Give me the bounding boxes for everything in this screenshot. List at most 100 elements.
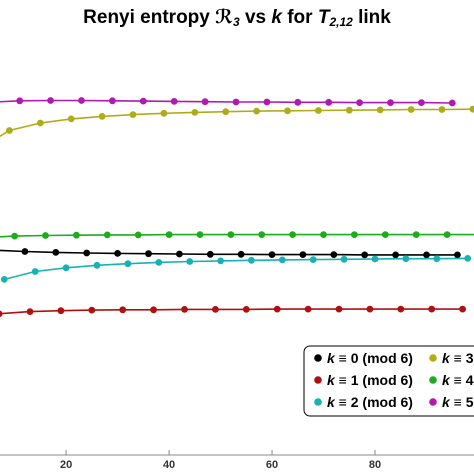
- data-point: [73, 231, 80, 239]
- data-point: [155, 259, 163, 266]
- legend-item: k ≡ 2 (mod 6): [314, 394, 413, 410]
- data-point: [448, 99, 456, 107]
- data-point: [67, 115, 75, 123]
- data-point: [469, 105, 474, 113]
- x-tick-label: 80: [369, 459, 381, 471]
- series-line: [0, 108, 473, 138]
- legend-marker: [429, 376, 437, 384]
- legend-label: k ≡ 0 (mod 6): [327, 350, 413, 366]
- data-point: [119, 306, 127, 314]
- data-point: [212, 306, 219, 313]
- data-point: [26, 308, 34, 315]
- series-2: [0, 255, 472, 283]
- data-point: [294, 98, 302, 106]
- data-point: [423, 251, 430, 259]
- data-point: [160, 109, 168, 117]
- data-point: [387, 99, 394, 106]
- data-point: [201, 98, 209, 106]
- data-point: [299, 251, 307, 258]
- series-line: [4, 257, 468, 281]
- data-point: [47, 97, 54, 104]
- data-point: [206, 250, 214, 258]
- x-tick-layer: 20 40 60 80: [60, 450, 381, 471]
- data-point: [335, 305, 343, 313]
- series-line: [0, 308, 463, 315]
- legend-marker: [429, 398, 437, 406]
- data-point: [454, 251, 461, 259]
- series-5: [0, 97, 456, 107]
- data-point: [464, 255, 472, 262]
- data-point: [88, 306, 96, 314]
- data-point: [263, 98, 271, 106]
- data-point: [0, 276, 8, 283]
- data-point: [191, 109, 199, 116]
- data-point: [418, 99, 425, 106]
- data-point: [134, 231, 142, 239]
- data-point: [114, 250, 121, 257]
- series-line: [0, 99, 453, 104]
- legend-label: k ≡ 1 (mod 6): [327, 372, 413, 388]
- chart-title: Renyi entropy ℛ3 vs k for T2,12 link: [83, 7, 391, 29]
- data-point: [5, 127, 13, 134]
- legend-marker: [314, 354, 322, 362]
- data-point: [83, 249, 91, 257]
- data-point: [351, 231, 358, 239]
- data-point: [309, 256, 317, 263]
- x-tick-label: 60: [266, 459, 278, 471]
- data-point: [78, 97, 85, 104]
- data-point: [361, 251, 369, 259]
- data-point: [0, 310, 3, 318]
- data-point: [407, 106, 415, 113]
- data-point: [150, 306, 158, 314]
- data-point: [98, 113, 106, 120]
- data-point: [315, 107, 322, 114]
- data-point: [320, 231, 327, 239]
- data-point: [412, 231, 420, 239]
- data-point: [371, 255, 379, 263]
- legend-box: [303, 345, 474, 417]
- data-point: [165, 231, 173, 239]
- legend-label: k ≡ 5: [442, 394, 474, 410]
- data-point: [289, 231, 296, 239]
- data-point: [227, 231, 235, 239]
- legend-label: k ≡ 4: [442, 372, 474, 388]
- legend-label: k ≡ 3: [442, 350, 474, 366]
- data-point: [42, 232, 49, 239]
- data-point: [248, 256, 255, 264]
- data-point: [170, 98, 178, 105]
- series-3: [0, 105, 474, 138]
- data-point: [402, 255, 410, 263]
- data-point: [129, 111, 137, 118]
- data-point: [284, 107, 291, 115]
- legend-marker: [314, 398, 322, 406]
- legend-marker: [429, 354, 437, 362]
- legend-item: k ≡ 0 (mod 6): [314, 350, 413, 366]
- series-layer: [0, 97, 474, 318]
- data-point: [258, 231, 266, 239]
- series-0: [0, 248, 461, 259]
- data-point: [93, 261, 101, 269]
- data-point: [392, 251, 399, 259]
- legend-item: k ≡ 5: [429, 394, 474, 410]
- legend-label: k ≡ 2 (mod 6): [327, 394, 413, 410]
- data-point: [237, 250, 245, 258]
- data-point: [31, 268, 39, 275]
- x-tick-label: 40: [163, 459, 175, 471]
- data-point: [145, 250, 152, 258]
- data-point: [52, 249, 60, 256]
- legend-item: k ≡ 4: [429, 372, 474, 388]
- data-point: [325, 98, 333, 106]
- legend: k ≡ 0 (mod 6) k ≡ 1 (mod 6) k ≡ 2 (mod 6) k…: [303, 345, 474, 417]
- data-point: [62, 264, 70, 272]
- data-point: [345, 106, 353, 114]
- data-point: [139, 97, 147, 105]
- data-point: [381, 231, 389, 239]
- data-point: [222, 108, 230, 116]
- data-point: [176, 250, 183, 258]
- legend-marker: [314, 376, 322, 384]
- data-point: [21, 248, 29, 255]
- data-point: [428, 305, 436, 313]
- data-point: [16, 97, 24, 105]
- data-point: [242, 306, 250, 313]
